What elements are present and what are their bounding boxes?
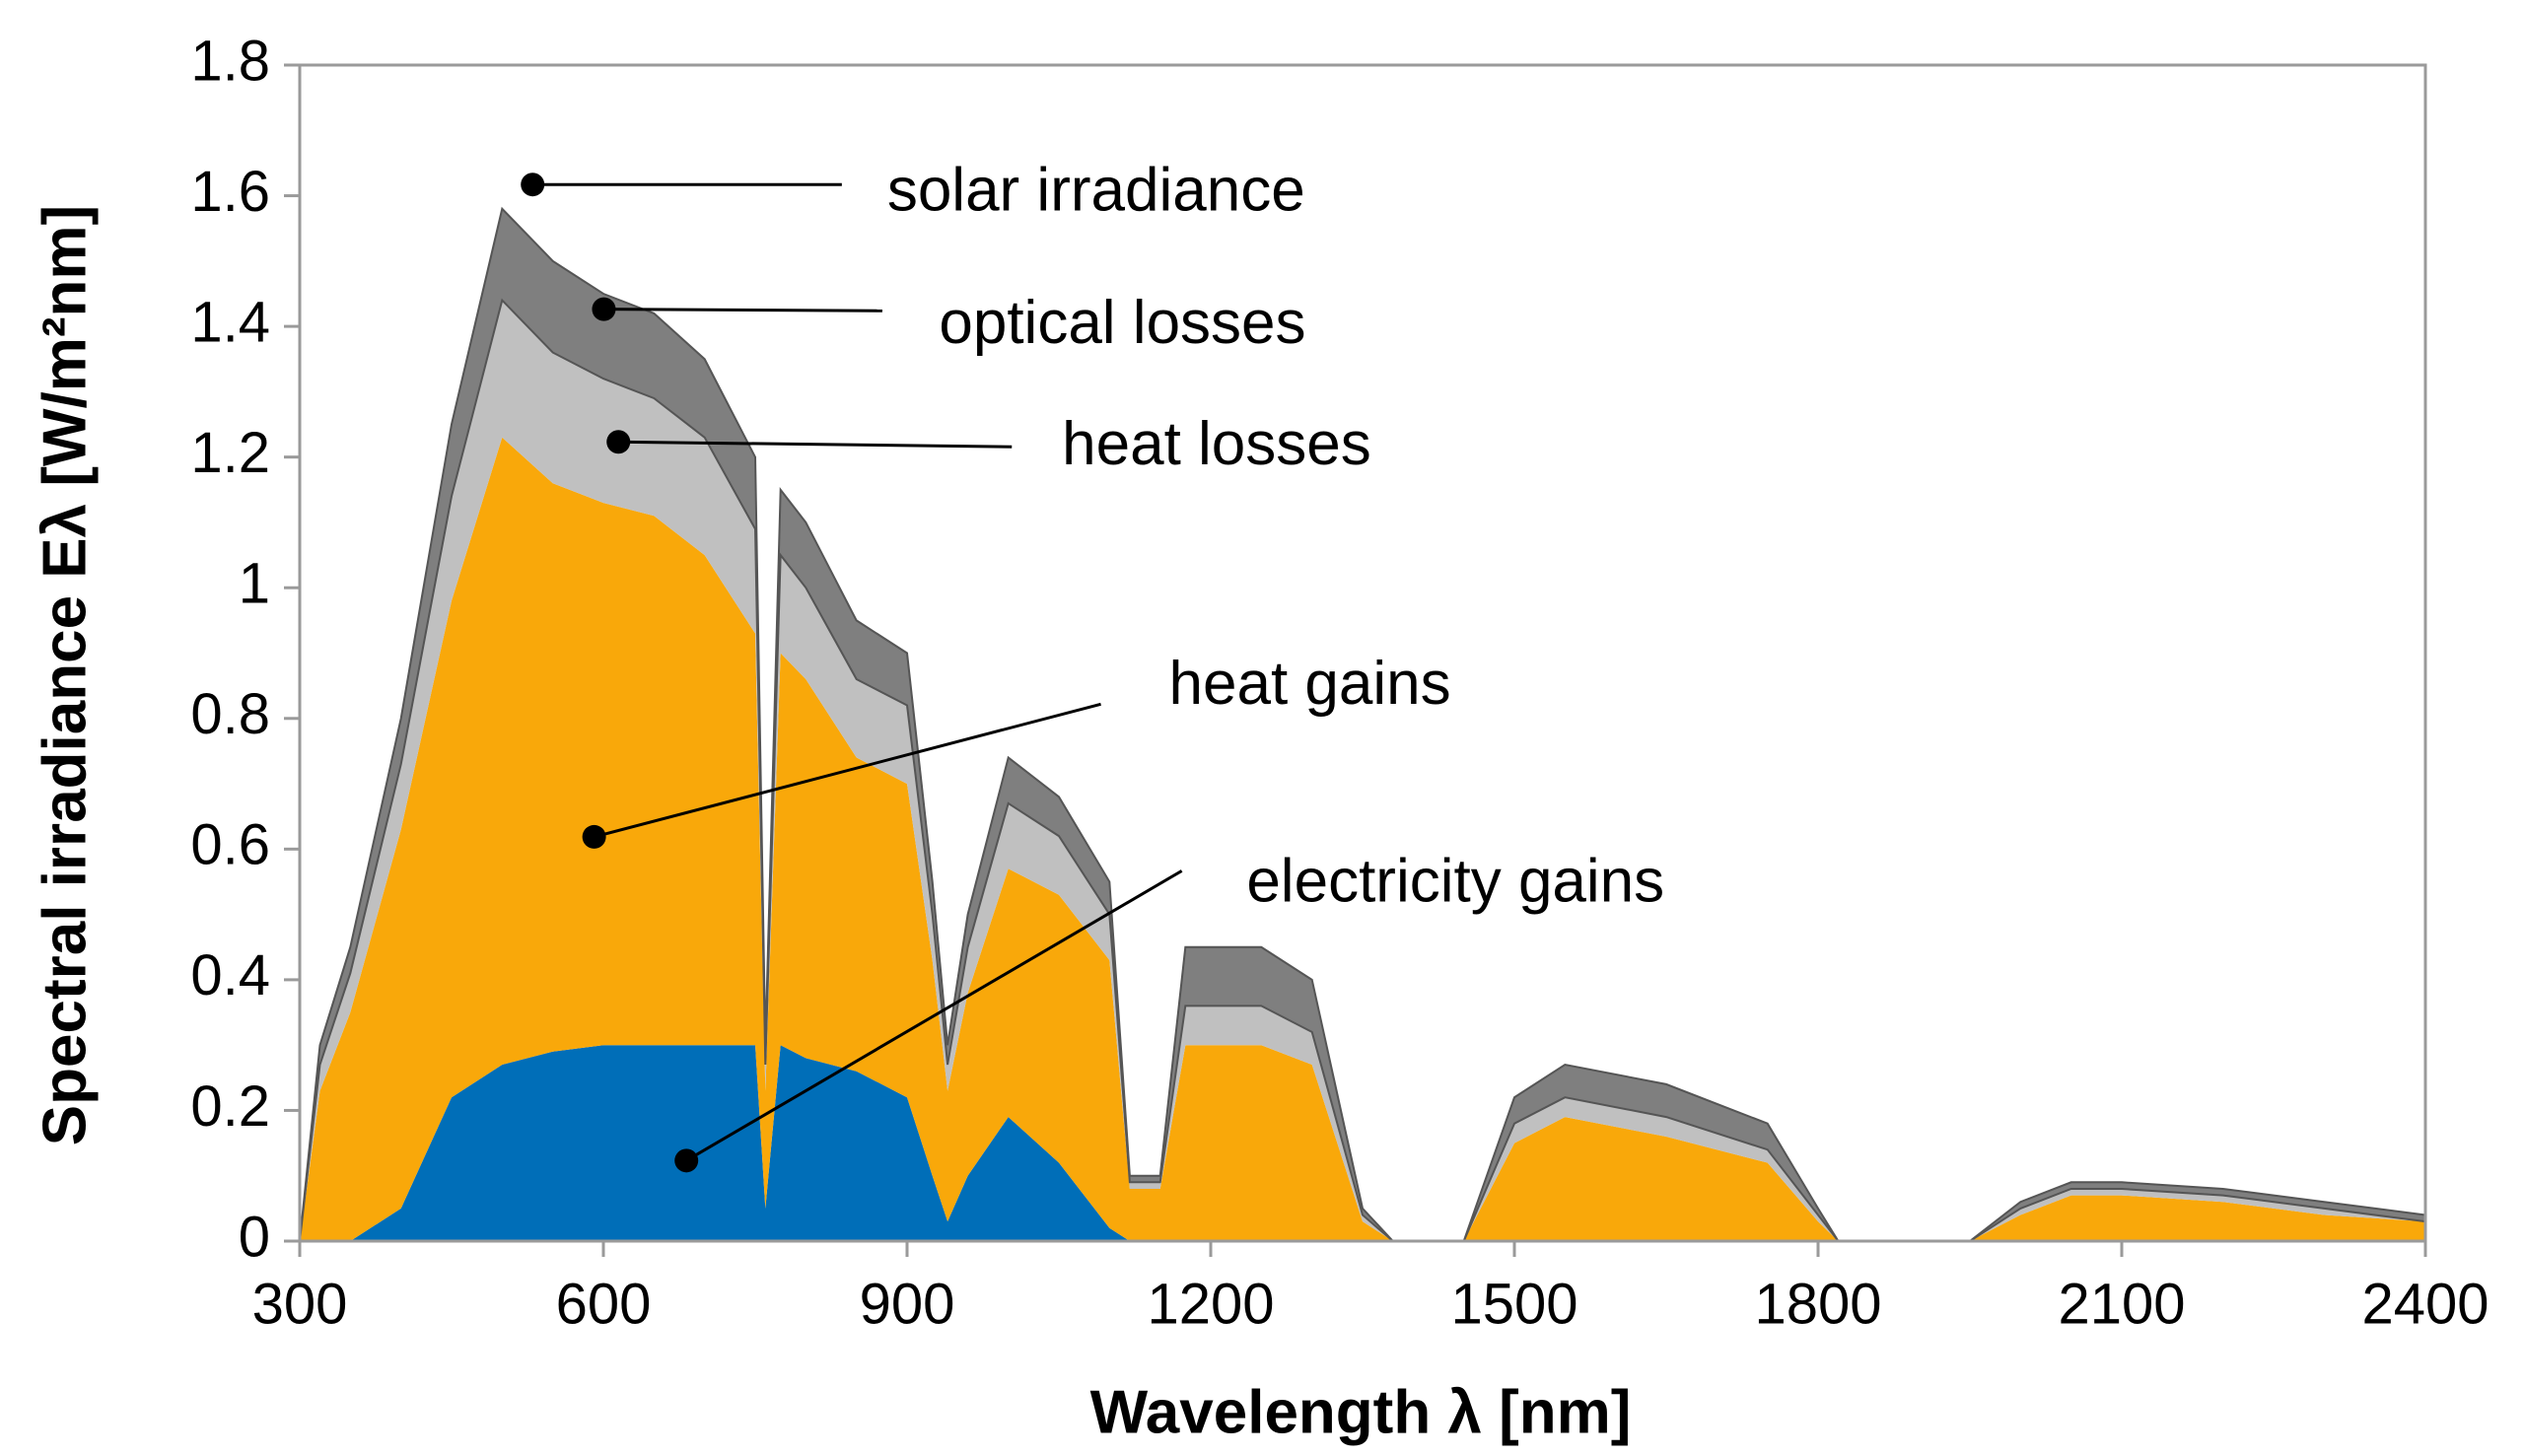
x-tick-label: 1500 — [1450, 1272, 1578, 1336]
plot-frame — [298, 63, 2427, 1243]
x-tick-label: 1800 — [1754, 1272, 1881, 1336]
y-tick-label: 1.6 — [190, 160, 270, 224]
annotation: solar irradiance — [887, 156, 1305, 224]
leader-dot — [592, 297, 616, 321]
leader-dot — [606, 430, 631, 454]
leader-line — [618, 440, 1013, 449]
leader-line — [594, 702, 1101, 839]
x-tick-label: 1200 — [1147, 1272, 1274, 1336]
leader-line — [685, 869, 1183, 1162]
annotation: heat gains — [1169, 650, 1451, 718]
leader-dot — [674, 1148, 699, 1173]
x-tick-label: 600 — [556, 1272, 652, 1336]
y-tick-label: 1.2 — [190, 421, 270, 485]
y-tick-label: 1.8 — [190, 29, 270, 93]
area — [300, 437, 2425, 1241]
y-tick-label: 0.2 — [190, 1075, 270, 1139]
leader-dot — [521, 173, 545, 197]
x-tick-label: 2100 — [2058, 1272, 2185, 1336]
y-tick-label: 0 — [239, 1205, 270, 1269]
area — [300, 300, 2425, 1242]
y-axis-title: Spectral irradiance Eλ [W/m²nm] — [31, 205, 99, 1145]
y-tick-label: 0.4 — [190, 943, 270, 1007]
y-tick-label: 1.4 — [190, 290, 270, 354]
leader-dot — [582, 824, 606, 849]
y-tick-label: 0.6 — [190, 813, 270, 877]
x-tick-label: 900 — [860, 1272, 955, 1336]
x-tick-label: 300 — [252, 1272, 348, 1336]
x-tick-label: 2400 — [2361, 1272, 2489, 1336]
annotation: electricity gains — [1246, 848, 1664, 916]
annotation: optical losses — [939, 289, 1305, 357]
annotation: heat losses — [1062, 410, 1371, 478]
area — [300, 1045, 2425, 1241]
y-tick-label: 0.8 — [190, 682, 270, 746]
x-axis-title: Wavelength λ [nm] — [1090, 1378, 1632, 1446]
leader-line — [603, 308, 882, 312]
y-tick-label: 1 — [239, 552, 270, 616]
